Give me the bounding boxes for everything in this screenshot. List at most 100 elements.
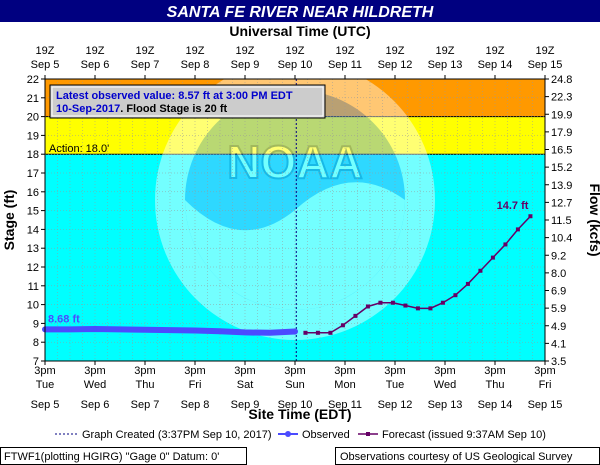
forecast-point bbox=[503, 242, 508, 247]
forecast-point bbox=[453, 293, 458, 298]
x-bottom-tick-time: 3pm bbox=[84, 365, 105, 377]
y-tick-label: 16 bbox=[27, 187, 39, 199]
x-bottom-tick-time: 3pm bbox=[284, 365, 305, 377]
latest-observed-date: 10-Sep-2017 bbox=[56, 103, 120, 115]
x-bottom-tick-date: Sep 13 bbox=[428, 399, 463, 411]
observed-point bbox=[243, 330, 247, 335]
title-bar bbox=[0, 0, 600, 22]
flood-stage-note: . Flood Stage is 20 ft bbox=[120, 103, 227, 115]
x-top-tick-date: Sep 8 bbox=[181, 59, 210, 71]
y-right-tick-label: 11.5 bbox=[551, 215, 572, 227]
x-top-tick-time: 19Z bbox=[86, 45, 105, 57]
observed-point bbox=[293, 329, 297, 334]
y-tick-label: 12 bbox=[27, 262, 39, 274]
x-bottom-tick-time: 3pm bbox=[484, 365, 505, 377]
x-bottom-tick-time: 3pm bbox=[334, 365, 355, 377]
x-top-tick-time: 19Z bbox=[536, 45, 555, 57]
forecast-point bbox=[478, 268, 483, 273]
x-bottom-tick-day: Fri bbox=[539, 379, 552, 391]
y-axis-left-title: Stage (ft) bbox=[1, 190, 17, 251]
grid-lines bbox=[44, 78, 546, 362]
y-right-tick-label: 15.2 bbox=[551, 162, 572, 174]
x-bottom-tick-date: Sep 11 bbox=[328, 399, 362, 411]
x-top-tick-date: Sep 7 bbox=[131, 59, 160, 71]
observed-point bbox=[168, 328, 172, 333]
y-right-tick-label: 10.4 bbox=[551, 233, 572, 245]
x-top-tick-time: 19Z bbox=[336, 45, 355, 57]
y-right-tick-label: 3.5 bbox=[551, 356, 566, 368]
y-right-tick-label: 6.9 bbox=[551, 286, 566, 298]
legend-observed-label: Observed bbox=[302, 429, 350, 441]
x-top-tick-time: 19Z bbox=[236, 45, 255, 57]
forecast-point bbox=[328, 330, 333, 335]
forecast-point bbox=[428, 306, 433, 311]
y-right-tick-label: 12.7 bbox=[551, 197, 572, 209]
observed-value-label: 8.68 ft bbox=[48, 313, 80, 325]
observed-point bbox=[68, 327, 72, 332]
y-right-tick-label: 5.9 bbox=[551, 303, 566, 315]
forecast-point bbox=[440, 300, 445, 305]
y-right-tick-label: 9.2 bbox=[551, 250, 566, 262]
forecast-point bbox=[403, 303, 408, 308]
latest-observed-line2: 10-Sep-2017. Flood Stage is 20 ft bbox=[56, 103, 228, 115]
y-right-tick-label: 16.5 bbox=[551, 145, 572, 157]
forecast-point bbox=[515, 227, 520, 232]
x-top-tick-date: Sep 11 bbox=[328, 59, 362, 71]
x-bottom-tick-date: Sep 6 bbox=[81, 399, 110, 411]
chart-title: SANTA FE RIVER NEAR HILDRETH bbox=[167, 4, 434, 21]
forecast-point bbox=[303, 330, 308, 335]
y-axis-left: 7 8 9 10 11 12 13 14 15 16 17 18 19 20 21 22 bbox=[27, 74, 45, 368]
x-top-tick-date: Sep 10 bbox=[278, 59, 313, 71]
forecast-point bbox=[365, 304, 370, 309]
forecast-point bbox=[528, 214, 533, 219]
y-tick-label: 17 bbox=[27, 168, 39, 180]
y-axis-right: 3.5 4.1 4.9 5.9 6.9 8.0 9.2 10.4 11.5 12.7 13.9 15.… bbox=[545, 74, 572, 368]
forecast-point bbox=[315, 330, 320, 335]
flood-band-label: Action: 18.0' bbox=[49, 143, 109, 155]
bottom-axis-title: Site Time (EDT) bbox=[248, 406, 351, 422]
x-bottom-tick-day: Sun bbox=[285, 379, 305, 391]
noaa-watermark: NOAA bbox=[155, 79, 435, 340]
x-top-tick-date: Sep 9 bbox=[231, 59, 260, 71]
x-bottom-tick-date: Sep 9 bbox=[231, 399, 260, 411]
x-bottom-tick-date: Sep 8 bbox=[181, 399, 210, 411]
y-tick-label: 20 bbox=[27, 112, 39, 124]
x-top-tick-date: Sep 14 bbox=[478, 59, 513, 71]
y-tick-label: 9 bbox=[33, 318, 39, 330]
legend-created-label: Graph Created (3:37PM Sep 10, 2017) bbox=[82, 429, 272, 441]
latest-observed-box: Latest observed value: 8.57 ft at 3:00 P… bbox=[49, 84, 326, 119]
y-tick-label: 15 bbox=[27, 206, 39, 218]
x-top-tick-time: 19Z bbox=[186, 45, 205, 57]
forecast-point bbox=[465, 281, 470, 286]
y-tick-label: 21 bbox=[27, 93, 39, 105]
x-bottom-tick-day: Mon bbox=[334, 379, 355, 391]
x-top-tick-date: Sep 6 bbox=[81, 59, 110, 71]
x-top-tick-date: Sep 13 bbox=[428, 59, 463, 71]
y-tick-label: 14 bbox=[27, 224, 39, 236]
x-top-tick-time: 19Z bbox=[136, 45, 155, 57]
x-bottom-tick-time: 3pm bbox=[134, 365, 155, 377]
y-tick-label: 18 bbox=[27, 149, 39, 161]
x-bottom-tick-day: Thu bbox=[486, 379, 505, 391]
x-bottom-tick-day: Tue bbox=[386, 379, 405, 391]
observed-point bbox=[93, 327, 97, 332]
x-axis-top: 19Z Sep 5 19Z Sep 6 19Z Sep 7 19Z Sep 8 19Z Sep 9… bbox=[31, 45, 562, 79]
observed-point bbox=[193, 328, 197, 333]
y-tick-label: 7 bbox=[33, 356, 39, 368]
y-right-tick-label: 17.9 bbox=[551, 127, 572, 139]
x-top-tick-time: 19Z bbox=[486, 45, 505, 57]
x-bottom-tick-day: Fri bbox=[189, 379, 202, 391]
y-right-tick-label: 22.3 bbox=[551, 92, 572, 104]
series-layer: 8.68 ft 14.7 ft bbox=[42, 200, 533, 336]
x-axis-bottom: 3pm Tue Sep 5 3pm Wed Sep 6 3pm Thu Sep 7 3pm Fri S… bbox=[31, 361, 562, 411]
latest-observed-value: Latest observed value: 8.57 ft at 3:00 P… bbox=[56, 90, 293, 102]
x-top-tick-date: Sep 5 bbox=[31, 59, 60, 71]
y-right-tick-label: 19.9 bbox=[551, 109, 572, 121]
y-tick-label: 10 bbox=[27, 300, 39, 312]
forecast-point bbox=[353, 313, 358, 318]
observed-point bbox=[118, 327, 122, 332]
y-tick-label: 19 bbox=[27, 130, 39, 142]
x-bottom-tick-date: Sep 5 bbox=[31, 399, 60, 411]
x-bottom-tick-time: 3pm bbox=[184, 365, 205, 377]
